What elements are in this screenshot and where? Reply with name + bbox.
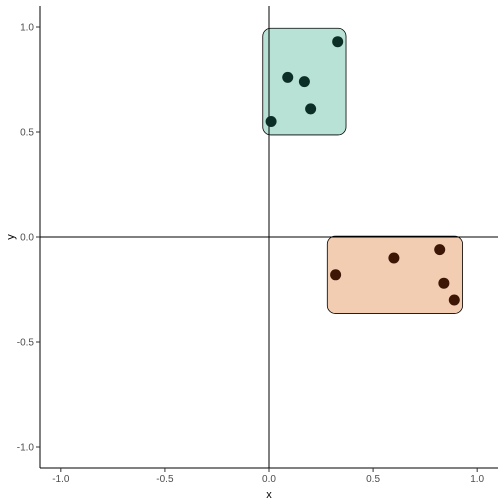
x-tick-label: -0.5: [156, 474, 174, 485]
data-point-2-2: [388, 252, 400, 264]
data-point-2-1: [434, 244, 446, 256]
data-point-1-5: [265, 116, 277, 127]
y-tick-label: -0.5: [17, 338, 35, 349]
x-tick-label: 1.0: [470, 474, 484, 485]
x-tick-label: -1.0: [52, 474, 70, 485]
y-tick-label: 0.5: [20, 128, 34, 139]
x-tick-label: 0.5: [366, 474, 380, 485]
data-point-1-2: [282, 71, 294, 83]
data-point-1-1: [332, 36, 344, 48]
y-axis-title: y: [5, 234, 17, 240]
reference-lines: [40, 6, 498, 468]
group-boxes: [262, 27, 464, 314]
y-tick-label: 0.0: [20, 233, 34, 244]
y-tick-label: -1.0: [17, 443, 35, 454]
data-point-2-5: [448, 294, 460, 306]
data-point-2-4: [438, 277, 450, 289]
data-points: [265, 36, 460, 306]
y-tick-label: 1.0: [20, 23, 34, 34]
axes: -1.0 -0.5 0.0 0.5 1.0 -1.0 -0.5 0.0 0.5 1.0: [17, 6, 498, 485]
data-point-2-3: [330, 269, 342, 281]
group-box-2: [326, 235, 464, 314]
x-axis-title: x: [266, 489, 272, 501]
data-point-1-3: [298, 76, 310, 88]
x-tick-label: 0.0: [262, 474, 276, 485]
data-point-1-4: [305, 103, 317, 115]
